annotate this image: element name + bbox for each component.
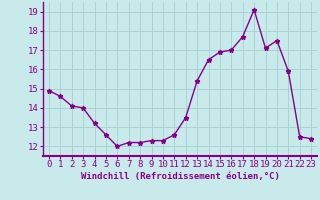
X-axis label: Windchill (Refroidissement éolien,°C): Windchill (Refroidissement éolien,°C) xyxy=(81,172,279,181)
